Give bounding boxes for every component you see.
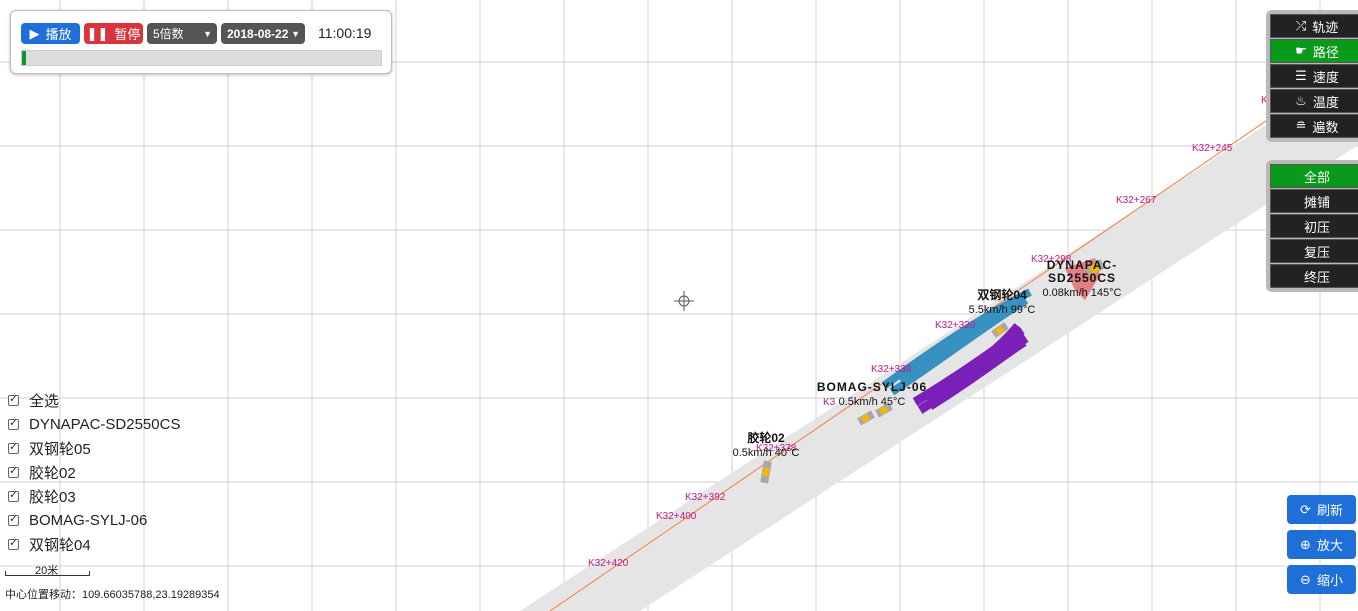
playback-time: 11:00:19	[318, 25, 372, 41]
compaction-paths	[882, 258, 1100, 414]
vehicle-icon[interactable]	[875, 402, 893, 418]
stake-label: K32+245	[1192, 143, 1233, 154]
checkbox[interactable]	[8, 416, 19, 430]
dropdown-arrow-icon: ▼	[203, 28, 212, 39]
stake-labels: K32+245 K32+267 K32+298 K32+320 K32+338 …	[588, 55, 1358, 569]
vehicle-status: 0.5km/h 40°C	[733, 447, 800, 459]
stake-label: K32+420	[588, 558, 629, 569]
vehicle-checklist: 全选 DYNAPAC-SD2550CS 双钢轮05 胶轮02 胶轮03 BOMA…	[8, 388, 180, 556]
checkbox[interactable]	[8, 464, 19, 478]
layer-button-track[interactable]: ⤮ 轨迹	[1270, 14, 1358, 38]
layer-button-temperature[interactable]: ♨ 温度	[1270, 89, 1358, 113]
layer-panel: ⤮ 轨迹 ☛ 路径 ☰ 速度 ♨ 温度 ≘ 遍数	[1266, 10, 1358, 142]
layer-button-speed[interactable]: ☰ 速度	[1270, 64, 1358, 88]
play-button[interactable]: ▶ 播放	[21, 23, 80, 44]
checklist-item[interactable]: BOMAG-SYLJ-06	[8, 508, 180, 532]
vehicle-icon[interactable]	[857, 410, 875, 426]
shuffle-icon: ⤮	[1295, 18, 1307, 33]
phase-button-paving[interactable]: 摊铺	[1270, 189, 1358, 213]
layer-button-passes[interactable]: ≘ 遍数	[1270, 114, 1358, 138]
stake-label: K32+400	[656, 511, 697, 522]
date-select[interactable]: 2018-08-22 ▼	[221, 23, 305, 44]
speed-select[interactable]: 5倍数 ▼	[147, 23, 217, 44]
vehicle-name: BOMAG-SYLJ-06	[817, 380, 927, 394]
vehicle-name: DYNAPAC-	[1047, 258, 1117, 272]
playback-panel: ▶ 播放 ❚❚ 暂停 5倍数 ▼ 2018-08-22 ▼ 11:00:19	[10, 10, 392, 74]
checkbox[interactable]	[8, 488, 19, 502]
checklist-item[interactable]: 胶轮02	[8, 460, 180, 484]
stake-label: K32+392	[685, 492, 726, 503]
phase-button-final[interactable]: 终压	[1270, 264, 1358, 288]
vehicle-name: SD2550CS	[1048, 271, 1116, 285]
checklist-item[interactable]: 胶轮03	[8, 484, 180, 508]
zoom-out-button[interactable]: ⊖ 缩小	[1287, 565, 1356, 594]
stake-label: K32+298	[1031, 254, 1072, 265]
hand-icon: ☛	[1295, 43, 1307, 58]
vehicle-icon[interactable]	[991, 322, 1009, 338]
vehicle-status: 5.5km/h 99°C	[969, 304, 1036, 316]
layer-button-path[interactable]: ☛ 路径	[1270, 39, 1358, 63]
phase-button-all[interactable]: 全部	[1270, 164, 1358, 188]
pause-icon: ❚❚	[86, 25, 109, 41]
flame-icon: ♨	[1295, 93, 1307, 108]
checkbox[interactable]	[8, 440, 19, 454]
zoom-out-icon: ⊖	[1300, 571, 1311, 587]
phase-button-intermediate[interactable]: 复压	[1270, 239, 1358, 263]
phase-panel: 全部 摊铺 初压 复压 终压	[1266, 160, 1358, 292]
refresh-icon: ⟳	[1300, 501, 1311, 517]
checkbox[interactable]	[8, 512, 19, 526]
stake-label: K3	[823, 397, 836, 408]
pause-button[interactable]: ❚❚ 暂停	[84, 23, 143, 44]
stake-label: K32+267	[1116, 195, 1157, 206]
stake-label: K32+338	[871, 364, 912, 375]
paver-icon[interactable]	[1084, 259, 1106, 277]
checklist-item[interactable]: DYNAPAC-SD2550CS	[8, 412, 180, 436]
scale-bar: 20米	[5, 562, 90, 577]
refresh-button[interactable]: ⟳ 刷新	[1287, 495, 1356, 524]
vehicle-icon[interactable]	[760, 460, 772, 484]
zoom-in-icon: ⊕	[1300, 536, 1311, 552]
stack-icon: ≘	[1295, 118, 1307, 133]
vehicle-name: 双钢轮04	[977, 287, 1027, 302]
list-indent-icon: ☰	[1295, 68, 1307, 83]
crosshair-icon	[674, 291, 694, 311]
progress-bar[interactable]	[21, 50, 382, 66]
stake-label: K32+378	[756, 443, 797, 454]
stake-label: K32+320	[935, 320, 976, 331]
checklist-item-select-all[interactable]: 全选	[8, 388, 180, 412]
checkbox[interactable]	[8, 536, 19, 550]
zoom-in-button[interactable]: ⊕ 放大	[1287, 530, 1356, 559]
checklist-item[interactable]: 双钢轮04	[8, 532, 180, 556]
center-coordinate: 中心位置移动：109.66035788,23.19289354	[5, 589, 220, 601]
vehicle-status: 0.5km/h 45°C	[839, 396, 906, 408]
vehicle-status: 0.08km/h 145°C	[1043, 287, 1122, 299]
vehicle-name: 胶轮02	[747, 430, 785, 445]
progress-fill	[22, 51, 27, 65]
phase-button-initial[interactable]: 初压	[1270, 214, 1358, 238]
checkbox[interactable]	[8, 392, 19, 406]
vehicle-labels: DYNAPAC- SD2550CS 0.08km/h 145°C 双钢轮04 5…	[733, 258, 1122, 459]
play-icon: ▶	[29, 25, 40, 41]
checklist-item[interactable]: 双钢轮05	[8, 436, 180, 460]
dropdown-arrow-icon: ▼	[291, 28, 300, 39]
